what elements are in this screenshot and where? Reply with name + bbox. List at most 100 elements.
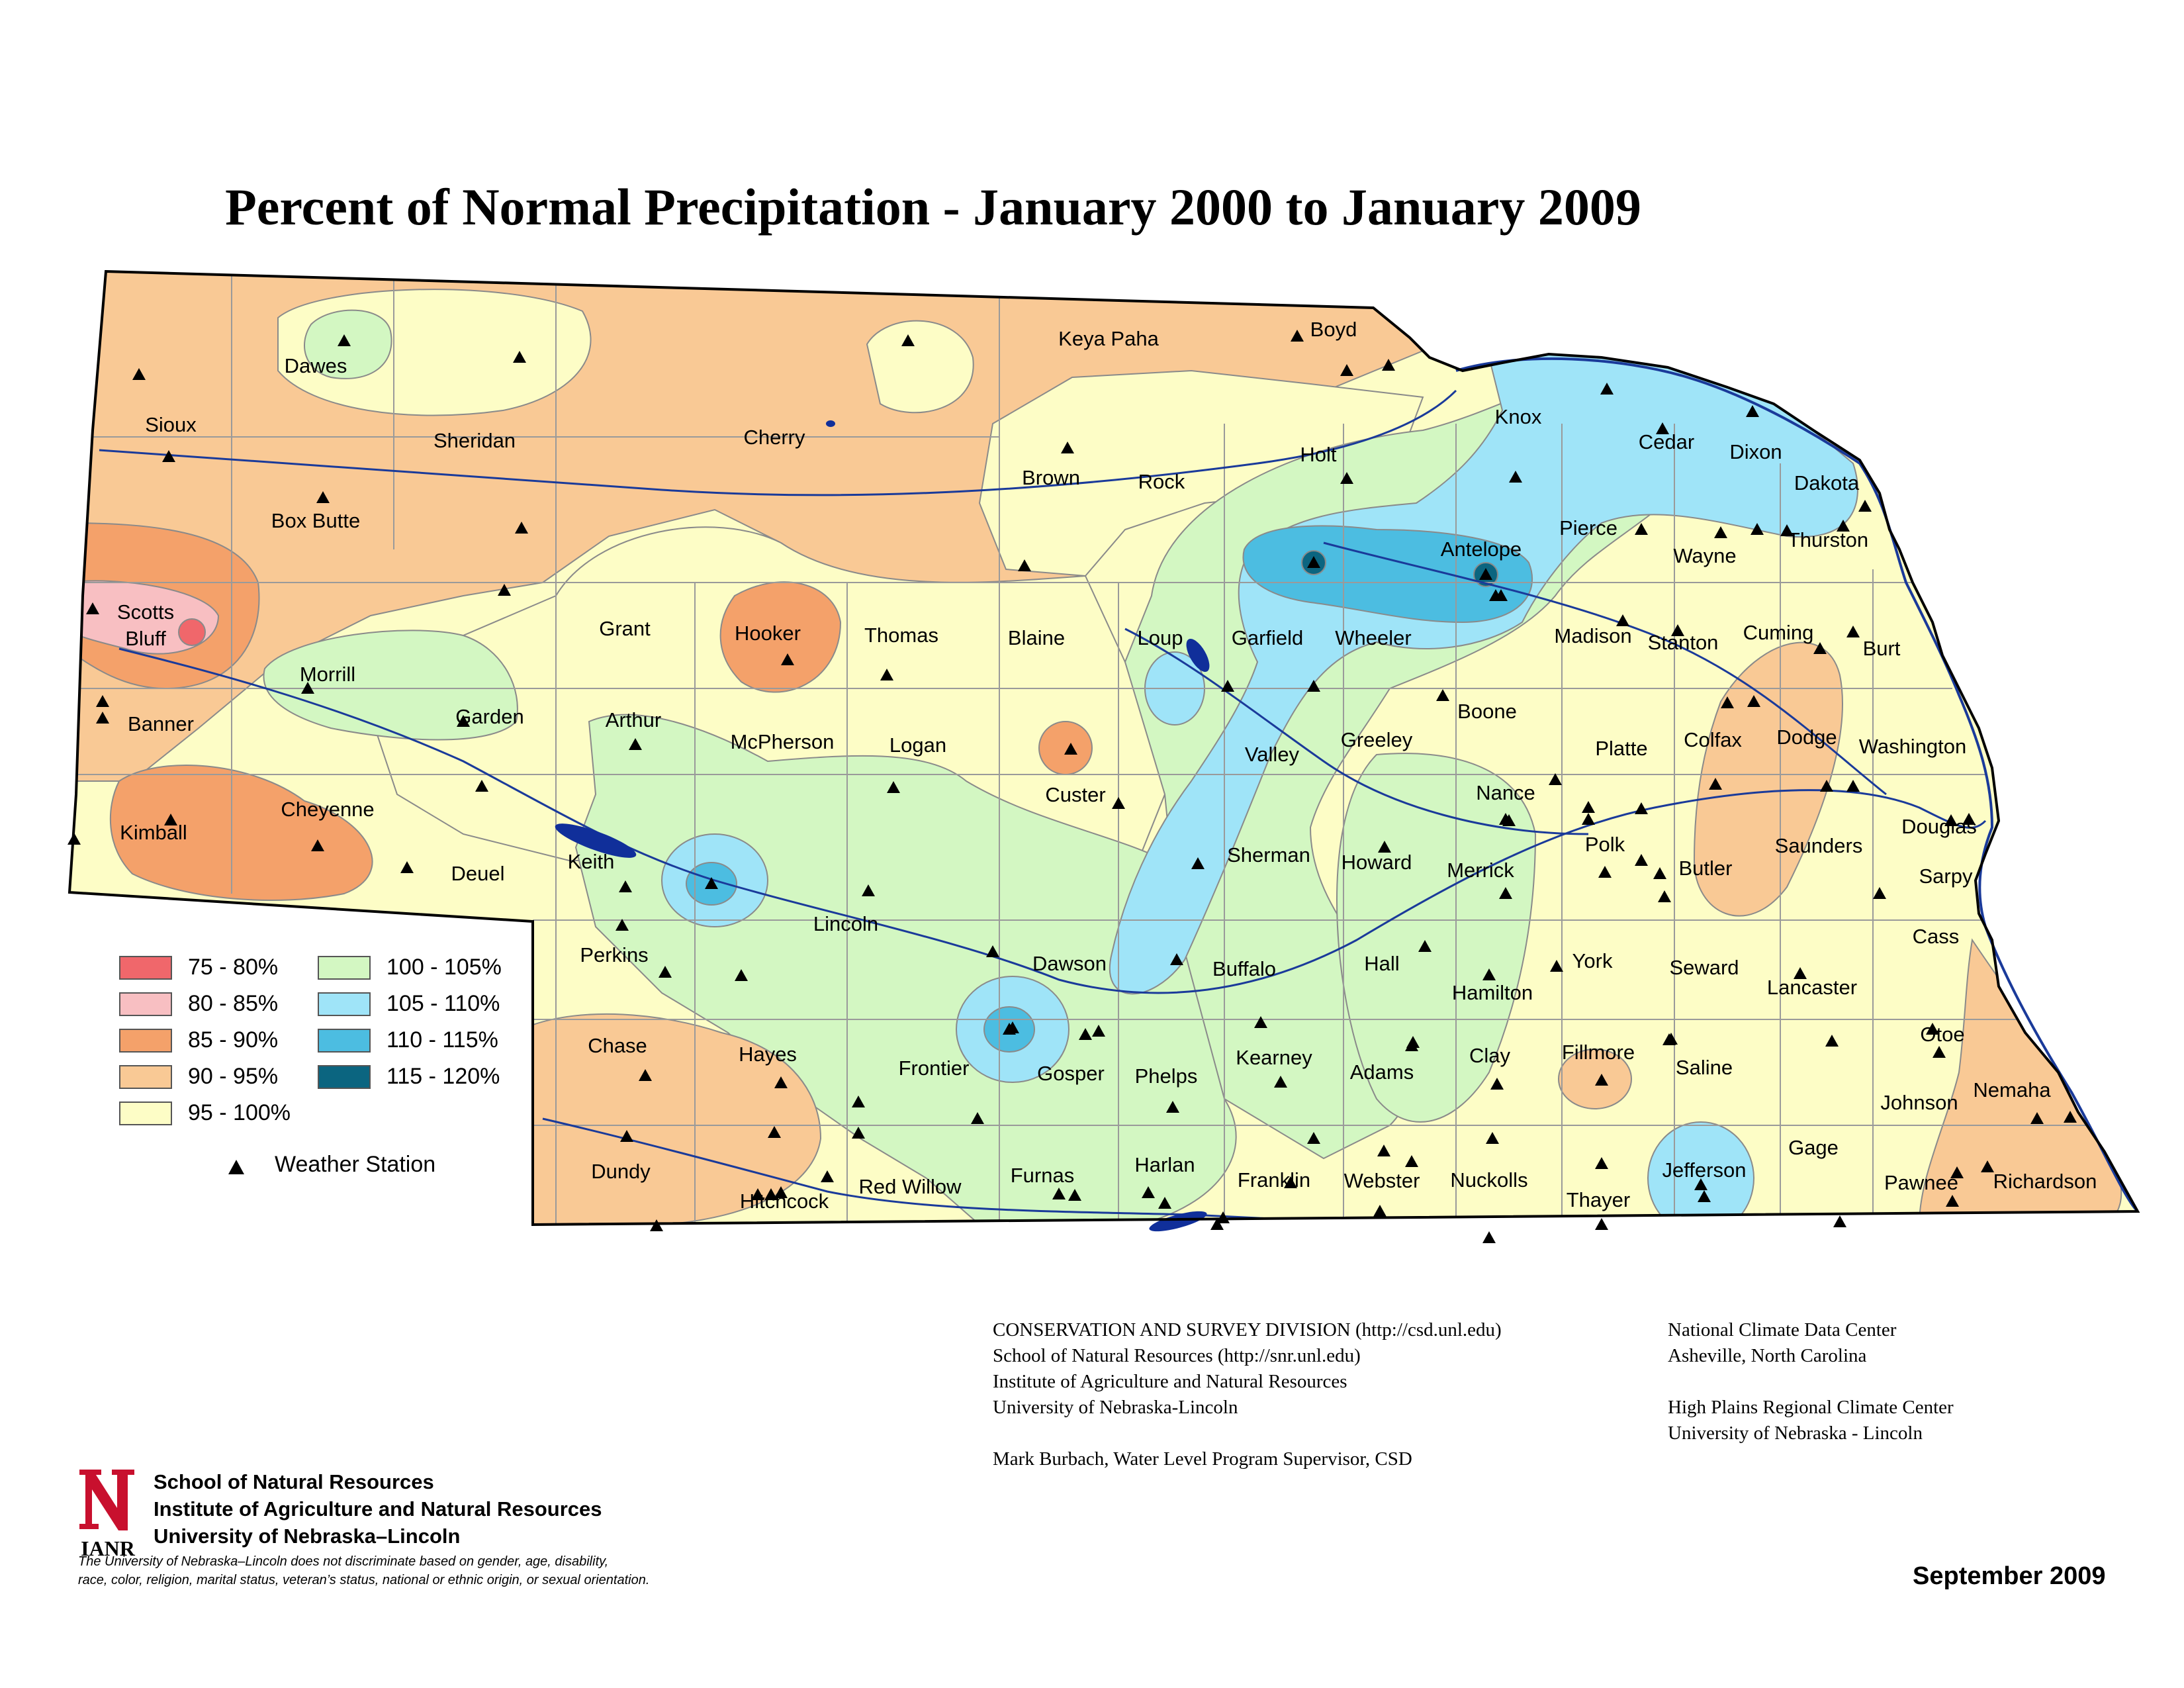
legend-label: 75 - 80% — [188, 955, 279, 980]
county-label: Nemaha — [1973, 1078, 2051, 1102]
station-legend-label: Weather Station — [275, 1152, 436, 1177]
disclaimer-line: race, color, religion, marital status, v… — [78, 1573, 650, 1587]
institution-line: Institute of Agriculture and Natural Res… — [154, 1497, 602, 1521]
weather-station-marker — [1418, 940, 1432, 952]
county-label: Garden — [455, 705, 523, 728]
weather-station-marker — [1406, 1036, 1420, 1048]
non-discrimination-statement: The University of Nebraska–Lincoln does … — [78, 1552, 905, 1589]
weather-station-marker — [862, 884, 875, 896]
county-label: Saline — [1676, 1056, 1733, 1079]
loup-river — [1124, 628, 1589, 835]
legend-swatch — [119, 956, 172, 980]
county-label: Butler — [1679, 857, 1733, 880]
county-label: Polk — [1585, 833, 1625, 856]
credits-left: CONSERVATION AND SURVEY DIVISION (http:/… — [993, 1317, 1502, 1472]
county-label: Merrick — [1447, 859, 1514, 882]
zone-75-80-scottsbluff — [178, 618, 206, 646]
weather-station-marker — [1068, 1189, 1081, 1201]
legend-label: 85 - 90% — [188, 1027, 279, 1053]
weather-station-marker — [650, 1219, 663, 1231]
county-label: Boyd — [1310, 318, 1357, 341]
county-label: Loup — [1138, 626, 1183, 649]
weather-station-marker — [659, 966, 672, 978]
county-label: Jefferson — [1662, 1158, 1747, 1182]
credit-line: University of Nebraska - Lincoln — [1668, 1423, 1923, 1444]
weather-station-marker — [1436, 689, 1449, 701]
weather-station-marker — [1340, 472, 1353, 484]
weather-station-marker — [1382, 359, 1395, 371]
elkhorn-river — [1323, 541, 1887, 796]
weather-stations — [68, 330, 2077, 1243]
credit-line: Asheville, North Carolina — [1668, 1345, 1867, 1366]
county-label: Chase — [588, 1034, 647, 1057]
weather-station-marker — [1780, 524, 1794, 536]
county-label: Scotts — [117, 600, 174, 624]
weather-station-marker — [1216, 1211, 1230, 1223]
credit-line: National Climate Data Center — [1668, 1319, 1897, 1340]
county-label: Burt — [1863, 637, 1901, 660]
weather-station-marker — [1873, 887, 1886, 899]
weather-station-marker — [1846, 626, 1860, 637]
weather-station-marker — [1813, 642, 1827, 654]
weather-station-marker — [1307, 680, 1320, 692]
credit-line: High Plains Regional Climate Center — [1668, 1397, 1954, 1418]
weather-station-marker — [301, 682, 314, 694]
county-label: Cedar — [1639, 430, 1694, 453]
weather-station-marker — [619, 880, 632, 892]
weather-station-marker — [1582, 813, 1595, 825]
weather-station-marker — [774, 1186, 788, 1198]
weather-station-marker — [1747, 695, 1760, 707]
weather-station-marker — [1509, 471, 1522, 483]
weather-station-marker — [1662, 1033, 1676, 1045]
weather-station-marker — [1340, 364, 1353, 376]
weather-station-marker — [1653, 867, 1666, 879]
institution-line: School of Natural Resources — [154, 1470, 434, 1493]
county-label: York — [1572, 949, 1613, 972]
zone-100-105-morrill — [263, 630, 518, 741]
map-date: September 2009 — [1913, 1562, 2106, 1590]
county-label: Red Willow — [858, 1175, 962, 1198]
weather-station-marker — [1944, 814, 1958, 826]
weather-station-marker — [1254, 1016, 1267, 1028]
zone-90-95-southwest — [529, 1013, 822, 1225]
weather-station-marker — [1405, 1155, 1418, 1167]
county-label: Hooker — [735, 622, 801, 645]
weather-station-marker — [2064, 1111, 2077, 1123]
county-label: Sheridan — [433, 429, 516, 452]
weather-station-marker — [1274, 1076, 1287, 1088]
weather-station-marker — [1846, 780, 1860, 792]
precipitation-zones — [69, 271, 2138, 1225]
weather-station-marker — [1064, 743, 1077, 755]
credit-line: Mark Burbach, Water Level Program Superv… — [993, 1448, 1412, 1470]
lakes — [555, 420, 1210, 1232]
weather-station-marker — [1746, 405, 1759, 417]
county-label: Arthur — [606, 708, 661, 731]
weather-station-marker — [1499, 887, 1512, 899]
weather-station-marker — [615, 919, 629, 931]
county-label: Logan — [889, 733, 946, 757]
weather-station-marker — [498, 584, 511, 596]
weather-station-marker — [164, 814, 177, 825]
weather-station-marker — [1221, 680, 1234, 692]
county-label: Grant — [599, 617, 651, 640]
county-label: Rock — [1138, 470, 1185, 493]
weather-station-marker — [1820, 780, 1833, 792]
county-label: Sarpy — [1919, 865, 1973, 888]
zone-85-90-hooker — [719, 581, 842, 693]
weather-station-marker — [1079, 1028, 1092, 1040]
weather-station-marker — [1981, 1160, 1994, 1172]
weather-station-marker — [620, 1130, 633, 1142]
nebraska-n-icon — [79, 1470, 134, 1530]
county-label: Gosper — [1037, 1062, 1105, 1085]
county-label: Lincoln — [813, 912, 878, 935]
zone-105-110-north — [1109, 351, 1858, 995]
county-label: Hitchcock — [740, 1190, 829, 1213]
weather-station-marker — [768, 1126, 781, 1138]
weather-station-marker — [986, 945, 999, 957]
county-label: Dakota — [1794, 471, 1860, 494]
ianr-logo-text: IANR — [81, 1536, 136, 1560]
county-label: Dodge — [1776, 726, 1837, 749]
lake-mcconaughy — [555, 823, 637, 858]
county-labels: Dawes Sioux Sheridan Cherry Keya Paha Boyd Kno… — [117, 318, 2097, 1213]
county-label: Dawson — [1032, 952, 1107, 975]
